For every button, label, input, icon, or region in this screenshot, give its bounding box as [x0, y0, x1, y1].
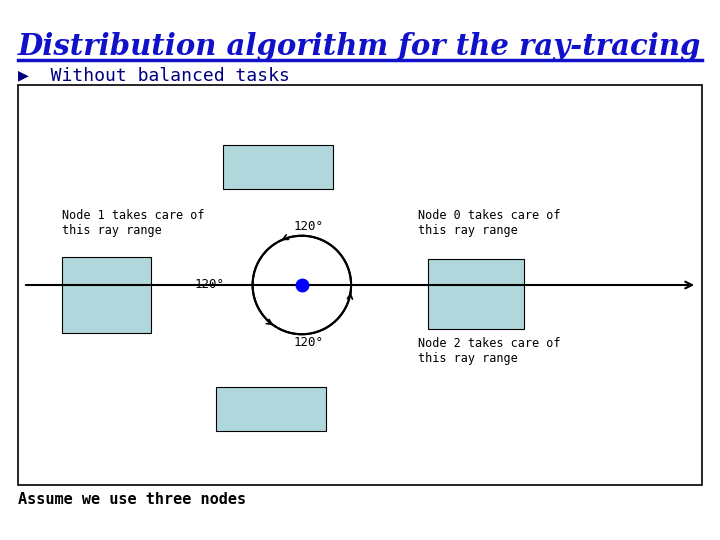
Text: 120°: 120° [294, 336, 324, 349]
Text: 120°: 120° [194, 279, 225, 292]
Bar [216, 387, 325, 431]
Text: Distribution algorithm for the ray-tracing: Distribution algorithm for the ray-traci… [18, 32, 701, 61]
Text: 120°: 120° [294, 220, 324, 233]
Text: Node 2 takes care of
this ray range: Node 2 takes care of this ray range [418, 337, 561, 365]
Text: ▶  Without balanced tasks: ▶ Without balanced tasks [18, 66, 290, 84]
Bar [428, 259, 524, 329]
Bar [18, 85, 702, 485]
Text: Node 1 takes care of
this ray range: Node 1 takes care of this ray range [63, 209, 205, 237]
Text: Node 0 takes care of
this ray range: Node 0 takes care of this ray range [418, 209, 561, 237]
Text: Assume we use three nodes: Assume we use three nodes [18, 492, 246, 508]
Bar [223, 145, 333, 189]
Bar [63, 257, 151, 333]
